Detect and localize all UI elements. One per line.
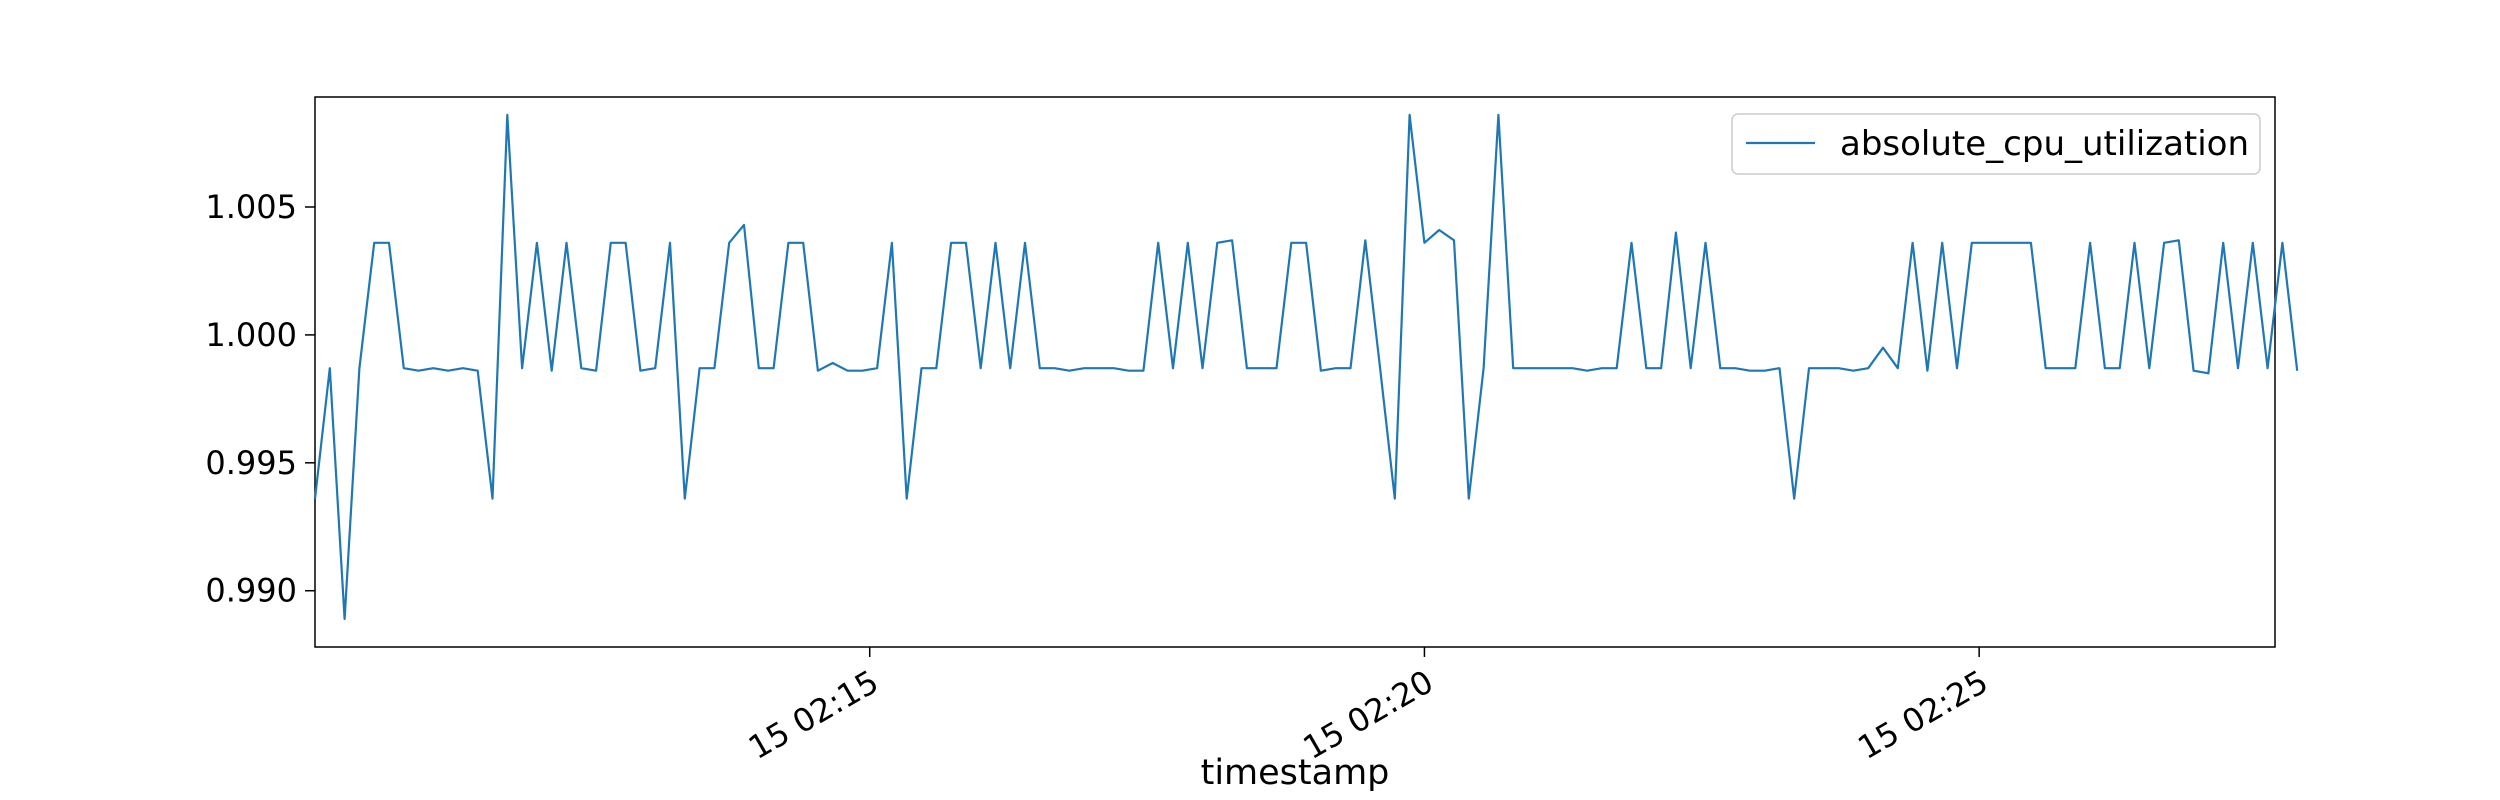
x-tick-label: 15 02:15 bbox=[742, 662, 885, 766]
legend-label: absolute_cpu_utilization bbox=[1840, 124, 2249, 164]
series-line-absolute-cpu-utilization bbox=[313, 113, 2299, 621]
y-tick-label: 1.005 bbox=[205, 188, 297, 226]
y-axis: 0.990 0.995 1.000 1.005 bbox=[205, 188, 315, 610]
legend-box bbox=[1731, 113, 2261, 175]
y-tick-label: 1.000 bbox=[205, 316, 297, 354]
x-axis: 15 02:15 15 02:20 15 02:25 bbox=[742, 647, 1994, 767]
y-tick-label: 0.990 bbox=[205, 572, 297, 610]
x-axis-label: timestamp bbox=[1201, 753, 1390, 793]
x-tick-label: 15 02:20 bbox=[1297, 662, 1440, 766]
y-tick-label: 0.995 bbox=[205, 444, 297, 482]
plot-frame bbox=[314, 96, 2276, 648]
legend: absolute_cpu_utilization bbox=[1731, 113, 2261, 175]
x-tick-label: 15 02:25 bbox=[1851, 662, 1994, 766]
